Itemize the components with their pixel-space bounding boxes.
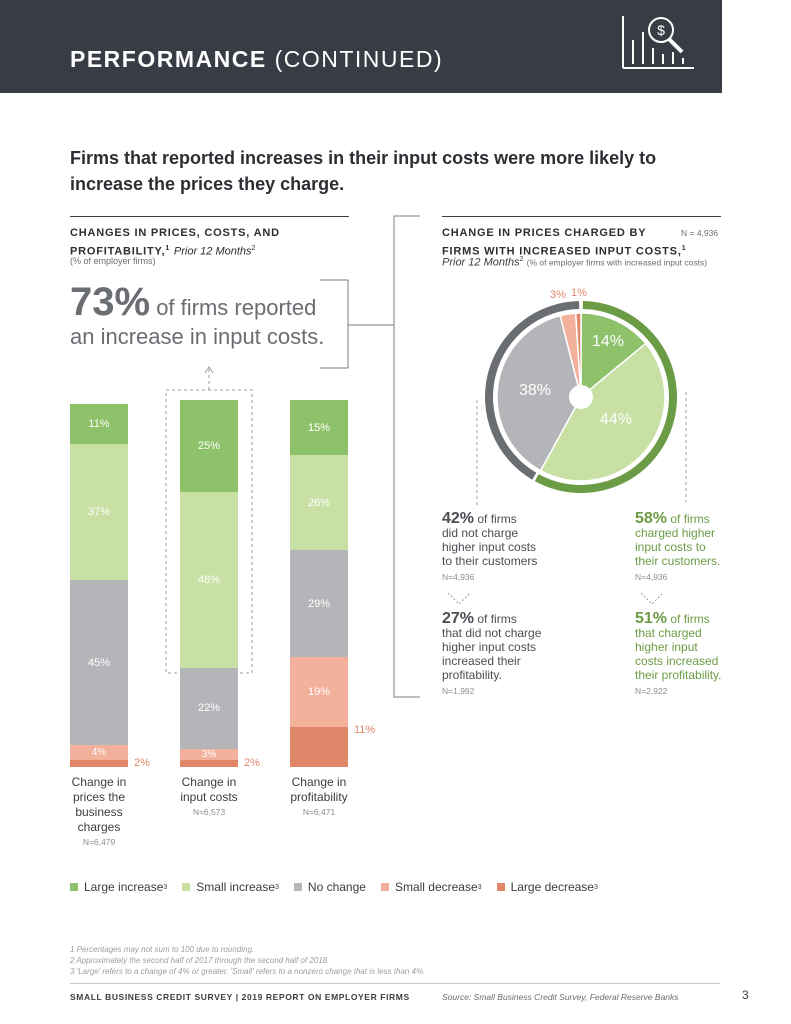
legend-swatch [293, 883, 302, 891]
bar-segment-no-change: 45% [70, 580, 128, 745]
bar-segment-no-change: 29% [290, 550, 348, 657]
pie-label-large-increase: 14% [592, 333, 625, 350]
page-title: PERFORMANCE (CONTINUED) [70, 46, 444, 72]
left-section-subtitle: (% of employer firms) [70, 256, 156, 266]
pie-label-small-decrease: 3% [550, 289, 566, 301]
legend-large-decrease: Large decrease 3 [496, 880, 598, 894]
pie-slice-small-increase [539, 342, 666, 482]
bar-segment-small-decrease: 4% [70, 745, 128, 760]
stat-51: 51% of firms that charged higher input c… [635, 610, 722, 697]
legend-small-increase: Small increase 3 [182, 880, 279, 894]
page-header: PERFORMANCE (CONTINUED) $ [0, 0, 722, 93]
pie-outer-ring-increase [534, 301, 677, 493]
bar-value-label: 37% [87, 506, 111, 519]
bar-value-label: 45% [87, 656, 111, 669]
bar-caption-prices: Change in prices the business charges N=… [71, 775, 127, 847]
bar-segment-large-increase: 11% [70, 404, 128, 445]
chart-magnifier-icon: $ [622, 16, 694, 69]
left-section-title: CHANGES IN PRICES, COSTS, AND PROFITABIL… [70, 227, 280, 258]
page-number: 3 [742, 988, 749, 1002]
footer-source: Source: Small Business Credit Survey, Fe… [442, 992, 679, 1002]
bar-segment-small-decrease: 19% [290, 656, 348, 727]
bar-value-label: 25% [197, 439, 221, 452]
footer-rule [70, 983, 720, 984]
bar-caption-input-costs: Change in input costs N=6,573 [180, 775, 238, 817]
pie-slice-large-increase [580, 312, 647, 399]
bar-label-outside: 11% [354, 723, 376, 736]
pie-outer-ring-no-increase [485, 301, 580, 480]
bar-value-label: 22% [197, 702, 221, 715]
bar-value-label: 15% [307, 421, 331, 434]
bar-value-label: 29% [307, 597, 331, 610]
legend-swatch [380, 883, 389, 891]
footnotes: 1 Percentages may not sum to 100 due to … [70, 945, 426, 976]
bar-segment-small-increase: 26% [290, 455, 348, 551]
bar-segment-large-decrease [180, 759, 238, 767]
bar-segment-large-increase: 25% [180, 400, 238, 492]
stat-42: 42% of firms did not charge higher input… [442, 510, 538, 583]
pie-n: N = 4,936 [681, 228, 719, 238]
stat-58: 58% of firms charged higher input costs … [635, 510, 721, 583]
bar-value-label: 48% [197, 573, 221, 586]
bar-caption-profitability: Change in profitability N=6,471 [290, 775, 348, 817]
bar-segment-large-increase: 15% [290, 400, 348, 456]
legend-swatch [496, 883, 505, 891]
legend-swatch [70, 883, 78, 891]
pie-label-no-change: 38% [519, 382, 552, 399]
pie-slice-no-change [496, 314, 582, 472]
bar-segment-large-decrease [290, 726, 348, 767]
stat-27: 27% of firms that did not charge higher … [442, 610, 542, 697]
pie-center-hole [569, 385, 593, 409]
legend-small-decrease: Small decrease 3 [380, 880, 482, 894]
callout-73: 73% of firms reported an increase in inp… [70, 280, 325, 349]
headline: Firms that reported increases in their i… [70, 148, 657, 194]
chart-legend: Large increase 3 Small increase 3 No chang… [70, 880, 613, 894]
bar-value-label: 19% [307, 685, 331, 698]
pie-label-large-decrease: 1% [571, 287, 587, 299]
right-section-title: CHANGE IN PRICES CHARGED BY FIRMS WITH I… [442, 227, 687, 258]
bar-label-outside: 2% [244, 756, 260, 769]
right-section-period: Prior 12 Months2 (% of employer firms wi… [442, 256, 708, 269]
bar-segment-small-decrease: 3% [180, 748, 238, 760]
bar-value-label: 4% [91, 746, 107, 758]
right-section-rule [442, 216, 721, 217]
bar-value-label: 26% [307, 496, 331, 509]
bar-value-label: 3% [201, 748, 217, 760]
bar-segment-small-increase: 48% [180, 491, 238, 668]
pie-slice-large-decrease [574, 312, 582, 398]
bar-segment-no-change: 22% [180, 667, 238, 749]
bar-segment-large-decrease [70, 759, 128, 767]
bar-segment-small-increase: 37% [70, 444, 128, 580]
legend-large-increase: Large increase 3 [70, 880, 167, 894]
legend-swatch [182, 883, 191, 891]
bar-value-label: 11% [88, 418, 110, 431]
footer-publication: SMALL BUSINESS CREDIT SURVEY | 2019 REPO… [70, 992, 410, 1002]
bar-label-outside: 2% [134, 756, 150, 769]
left-section-rule [70, 216, 349, 217]
pie-label-small-increase: 44% [600, 411, 633, 428]
legend-no-change: No change [293, 880, 366, 894]
svg-text:$: $ [657, 22, 665, 38]
